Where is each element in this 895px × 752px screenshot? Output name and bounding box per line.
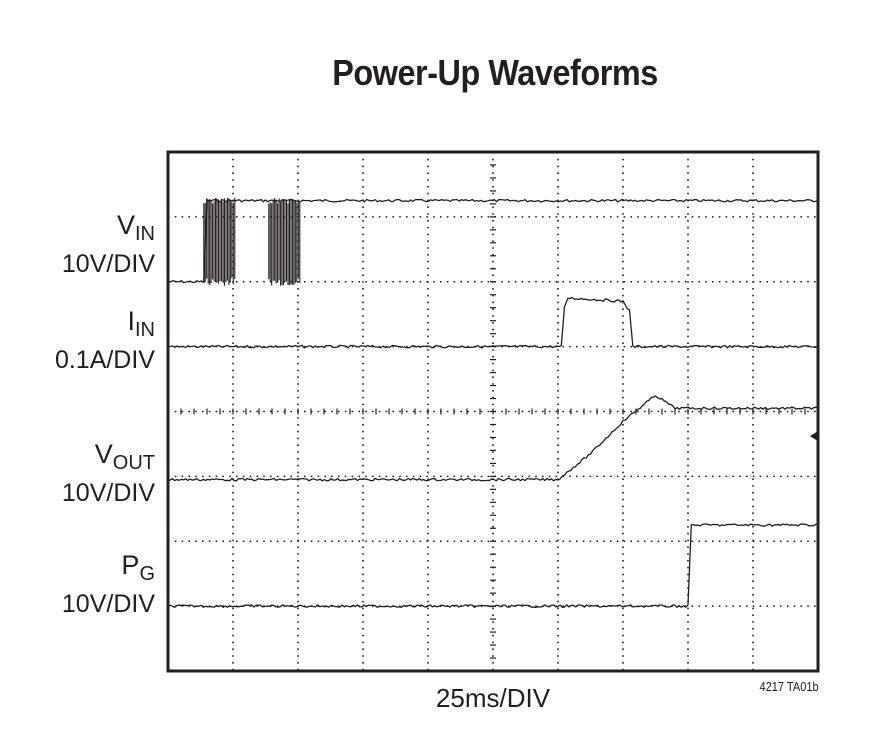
iin-trace [167, 296, 819, 349]
ground-marker-arrow [810, 431, 818, 442]
label-vin-name: V [116, 210, 135, 240]
vout-trace [167, 395, 819, 482]
label-iin-sub: IN [135, 319, 155, 341]
vin-trace [167, 198, 819, 284]
label-vout-sub: OUT [112, 452, 155, 474]
label-vout-name: V [94, 439, 113, 469]
label-vin-scale: 10V/DIV [61, 250, 155, 278]
label-pg: PG 10V/DIV [62, 550, 155, 619]
pg-trace [167, 523, 819, 609]
label-vin-sub: IN [135, 223, 155, 245]
plot-grid [167, 151, 819, 672]
label-vin: VIN 10V/DIV [62, 210, 155, 279]
label-iin-name: I [127, 306, 135, 336]
label-iin: IIN 0.1A/DIV [55, 306, 155, 375]
label-vout: VOUT 10V/DIV [62, 439, 155, 508]
waveform-traces [167, 197, 819, 609]
label-iin-scale: 0.1A/DIV [54, 346, 155, 374]
label-pg-sub: G [139, 563, 155, 585]
plot-frame [166, 150, 820, 673]
vin-bounce-burst [268, 198, 301, 286]
label-pg-name: P [121, 550, 140, 580]
vin-bounce-burst [203, 197, 236, 286]
chart-title: Power-Up Waveforms [332, 52, 658, 93]
figure-number: 4217 TA01b [759, 679, 819, 694]
label-vout-scale: 10V/DIV [61, 479, 155, 507]
label-pg-scale: 10V/DIV [61, 590, 155, 618]
x-scale-label: 25ms/DIV [435, 683, 551, 713]
